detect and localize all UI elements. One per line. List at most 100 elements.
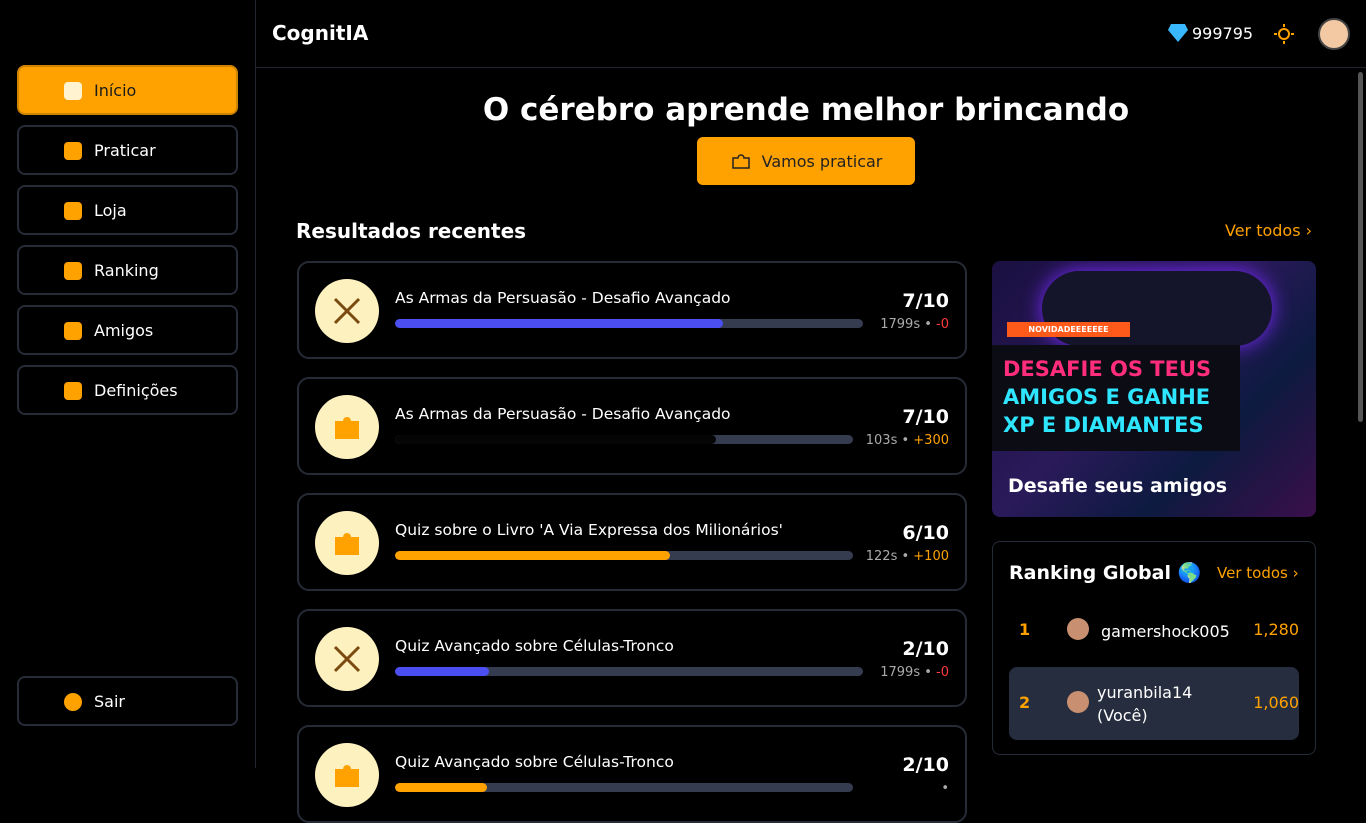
rank-name: gamershock005 bbox=[1101, 622, 1230, 641]
quiz-score: 7/10 bbox=[902, 406, 949, 428]
progress-fill bbox=[395, 319, 723, 328]
nav-label: Praticar bbox=[94, 140, 156, 160]
separator: • bbox=[941, 781, 949, 796]
quiz-time: 1799s bbox=[880, 317, 921, 332]
hero-title: O cérebro aprende melhor brincando bbox=[482, 92, 1130, 128]
result-card[interactable]: Quiz Avançado sobre Células-Tronco 2/10 • bbox=[297, 725, 967, 823]
result-card[interactable]: As Armas da Persuasão - Desafio Avançado… bbox=[297, 261, 967, 359]
quiz-meta: 1799s • -0 bbox=[880, 317, 949, 332]
result-card[interactable]: Quiz Avançado sobre Células-Tronco 2/10 17… bbox=[297, 609, 967, 707]
quiz-time: 103s bbox=[865, 433, 898, 448]
promo-banner[interactable]: NOVIDADEEEEEEE DESAFIE OS TEUS AMIGOS E … bbox=[992, 261, 1316, 517]
nav-label: Loja bbox=[94, 200, 127, 220]
quiz-reward: +300 bbox=[913, 433, 949, 448]
quiz-score: 6/10 bbox=[902, 522, 949, 544]
rank-number: 2 bbox=[1019, 693, 1031, 712]
nav-item[interactable]: Loja bbox=[17, 185, 238, 235]
nav-label: Ranking bbox=[94, 260, 159, 280]
nav-icon bbox=[64, 82, 82, 100]
rank-name: yuranbila14 (Você) bbox=[1097, 683, 1193, 725]
quiz-score: 2/10 bbox=[902, 638, 949, 660]
practice-label: Vamos praticar bbox=[761, 151, 883, 171]
nav-item[interactable]: Amigos bbox=[17, 305, 238, 355]
rank-points: 1,280 bbox=[1253, 620, 1299, 639]
see-all-link[interactable]: Ver todos › bbox=[1225, 221, 1313, 240]
rank-number: 1 bbox=[1019, 620, 1031, 639]
banner-line: DESAFIE OS TEUS bbox=[1003, 357, 1212, 381]
rank-avatar bbox=[1067, 618, 1089, 640]
section-title: Resultados recentes bbox=[296, 219, 527, 243]
nav-item[interactable]: Praticar bbox=[17, 125, 238, 175]
quiz-reward: -0 bbox=[936, 317, 949, 332]
nav-icon bbox=[64, 382, 82, 400]
nav-label: Definições bbox=[94, 380, 178, 400]
quiz-title: Quiz Avançado sobre Células-Tronco bbox=[395, 753, 674, 771]
nav-icon bbox=[64, 202, 82, 220]
brand[interactable]: CognitIA bbox=[272, 21, 369, 45]
header: CognitIA 999795 bbox=[256, 0, 1366, 68]
rank-avatar bbox=[1067, 691, 1089, 713]
result-card[interactable]: Quiz sobre o Livro 'A Via Expressa dos M… bbox=[297, 493, 967, 591]
separator: • bbox=[920, 317, 937, 332]
ranking-see-all[interactable]: Ver todos › bbox=[1217, 564, 1299, 582]
nav-item[interactable]: Definições bbox=[17, 365, 238, 415]
nav-label: Amigos bbox=[94, 320, 154, 340]
result-card[interactable]: As Armas da Persuasão - Desafio Avançado… bbox=[297, 377, 967, 475]
quiz-reward: -0 bbox=[936, 665, 949, 680]
progress-fill bbox=[395, 551, 670, 560]
ranking-row[interactable]: 2 yuranbila14 (Você) 1,060 bbox=[1009, 667, 1299, 740]
quiz-icon bbox=[315, 743, 379, 807]
sidebar: Início Praticar Loja Ranking Amigos Definiçõe… bbox=[0, 0, 256, 768]
quiz-meta: • bbox=[941, 781, 949, 796]
avatar[interactable] bbox=[1318, 18, 1350, 50]
quiz-icon bbox=[315, 511, 379, 575]
ranking-row[interactable]: 1 gamershock005 1,280 bbox=[1009, 608, 1299, 652]
progress-track bbox=[395, 319, 863, 328]
progress-fill bbox=[395, 667, 489, 676]
nav-icon bbox=[64, 142, 82, 160]
banner-line: AMIGOS E GANHE bbox=[1003, 385, 1211, 409]
see-all-label: Ver todos bbox=[1225, 221, 1301, 240]
ranking-title: Ranking Global 🌎 bbox=[1009, 562, 1202, 584]
ranking-card: Ranking Global 🌎 Ver todos › 1 gamershock… bbox=[992, 541, 1316, 755]
practice-button[interactable]: Vamos praticar bbox=[697, 137, 915, 185]
logout-button[interactable]: Sair bbox=[17, 676, 238, 726]
progress-track bbox=[395, 667, 863, 676]
nav-item[interactable]: Ranking bbox=[17, 245, 238, 295]
quiz-icon bbox=[315, 627, 379, 691]
nav-item[interactable]: Início bbox=[17, 65, 238, 115]
separator: • bbox=[897, 433, 914, 448]
quiz-meta: 103s • +300 bbox=[866, 433, 949, 448]
quiz-icon bbox=[315, 395, 379, 459]
rank-points: 1,060 bbox=[1253, 693, 1299, 712]
theme-toggle[interactable] bbox=[1274, 24, 1294, 44]
quiz-time: 122s bbox=[865, 549, 898, 564]
ranking-see-all-label: Ver todos bbox=[1217, 564, 1288, 582]
quiz-title: As Armas da Persuasão - Desafio Avançado bbox=[395, 405, 731, 423]
banner-line: XP E DIAMANTES bbox=[1003, 413, 1204, 437]
nav-icon bbox=[64, 322, 82, 340]
quiz-score: 7/10 bbox=[902, 290, 949, 312]
progress-track bbox=[395, 551, 853, 560]
quiz-title: As Armas da Persuasão - Desafio Avançado bbox=[395, 289, 731, 307]
diamond-count: 999795 bbox=[1192, 24, 1254, 43]
quiz-meta: 1799s • -0 bbox=[880, 665, 949, 680]
diamond-icon bbox=[1168, 24, 1188, 42]
quiz-time: 1799s bbox=[880, 665, 921, 680]
progress-track bbox=[395, 783, 853, 792]
nav-label: Início bbox=[94, 80, 137, 100]
progress-fill bbox=[395, 435, 716, 444]
logout-label: Sair bbox=[94, 691, 125, 711]
banner-tag: NOVIDADEEEEEEE bbox=[1007, 322, 1130, 337]
quiz-title: Quiz sobre o Livro 'A Via Expressa dos M… bbox=[395, 521, 783, 539]
quiz-score: 2/10 bbox=[902, 754, 949, 776]
banner-panel bbox=[992, 345, 1240, 451]
progress-track bbox=[395, 435, 853, 444]
quiz-meta: 122s • +100 bbox=[866, 549, 949, 564]
banner-caption: Desafie seus amigos bbox=[1008, 475, 1228, 497]
quiz-reward: +100 bbox=[913, 549, 949, 564]
nav-icon bbox=[64, 262, 82, 280]
separator: • bbox=[897, 549, 914, 564]
scrollbar bbox=[1358, 72, 1363, 422]
